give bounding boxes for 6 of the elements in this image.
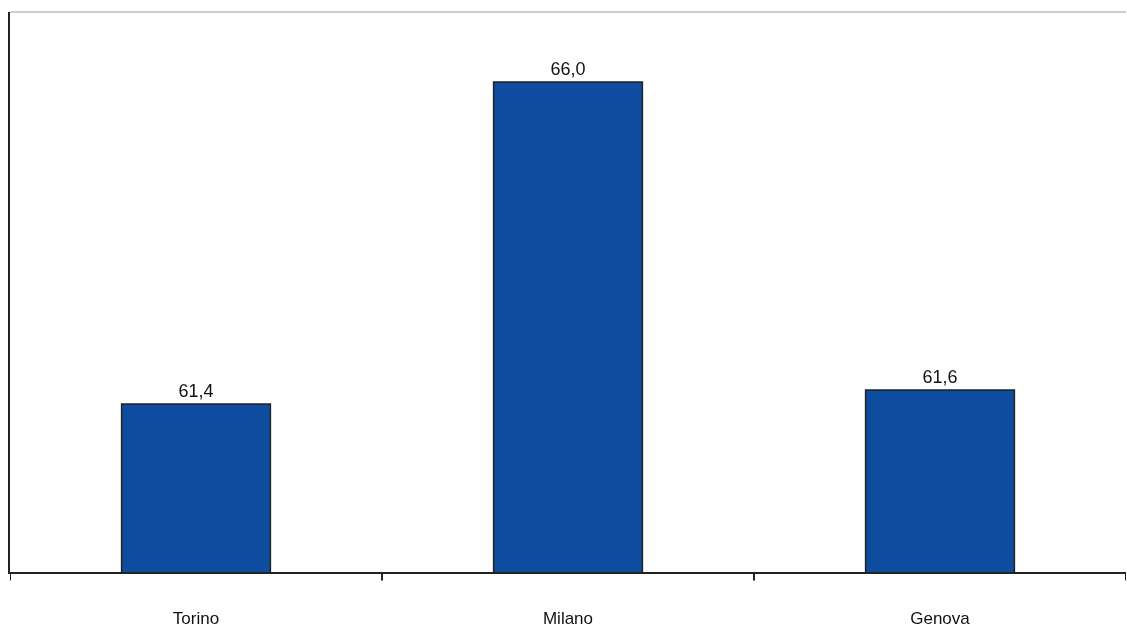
x-tick-label: Genova [910, 609, 971, 629]
data-label: 61,6 [922, 367, 958, 387]
x-tick-label: Torino [172, 609, 220, 629]
data-label: 66,0 [550, 59, 586, 79]
data-label: 61,4 [178, 381, 214, 401]
x-tick-label: Milano [542, 609, 594, 629]
